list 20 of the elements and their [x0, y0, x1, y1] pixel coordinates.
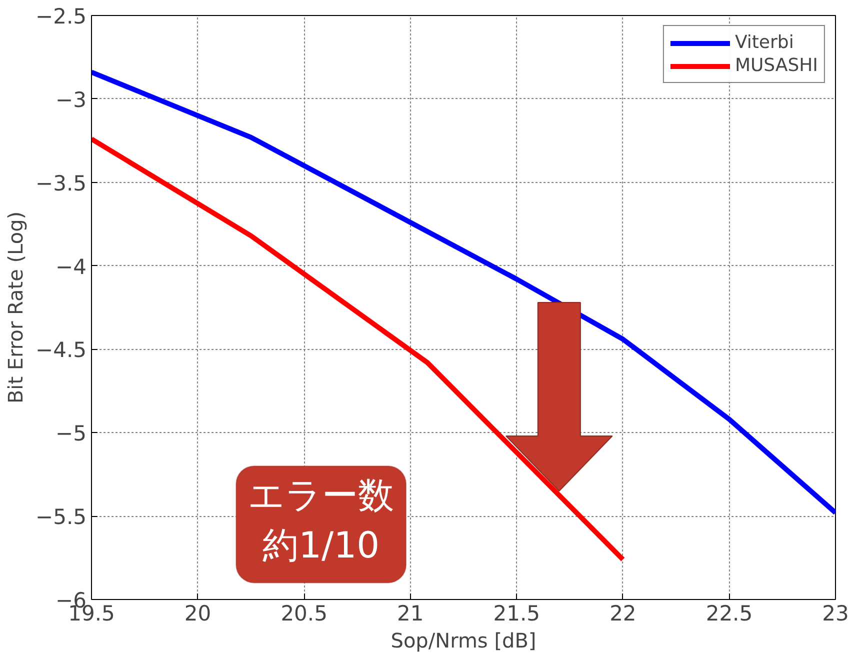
- x-tick-label: 21: [396, 602, 424, 626]
- annotation: 約1/10: [262, 526, 380, 567]
- y-tick-label: −5.5: [36, 505, 87, 530]
- x-tick-label: 22.5: [706, 602, 753, 626]
- y-axis-title: Bit Error Rate (Log): [4, 211, 28, 404]
- x-tick-label: 20: [184, 602, 212, 626]
- x-axis-title: Sop/Nrms [dB]: [390, 628, 536, 652]
- y-tick-label: −3: [56, 88, 87, 112]
- legend-label: MUSASHI: [734, 55, 818, 76]
- y-tick-label: −3.5: [36, 171, 87, 196]
- y-tick-label: −5: [56, 422, 87, 446]
- x-tick-label: 21.5: [493, 602, 540, 626]
- x-tick-label: 23: [822, 602, 849, 626]
- legend-label: Viterbi: [734, 32, 794, 53]
- x-tick-label: 20.5: [280, 602, 328, 626]
- x-tick-label: 22: [610, 602, 636, 626]
- y-tick-label: −4.5: [36, 338, 87, 362]
- annotation: エラー数: [248, 476, 394, 517]
- y-tick-label: −2.5: [36, 4, 87, 28]
- y-tick-label: −4: [56, 254, 87, 279]
